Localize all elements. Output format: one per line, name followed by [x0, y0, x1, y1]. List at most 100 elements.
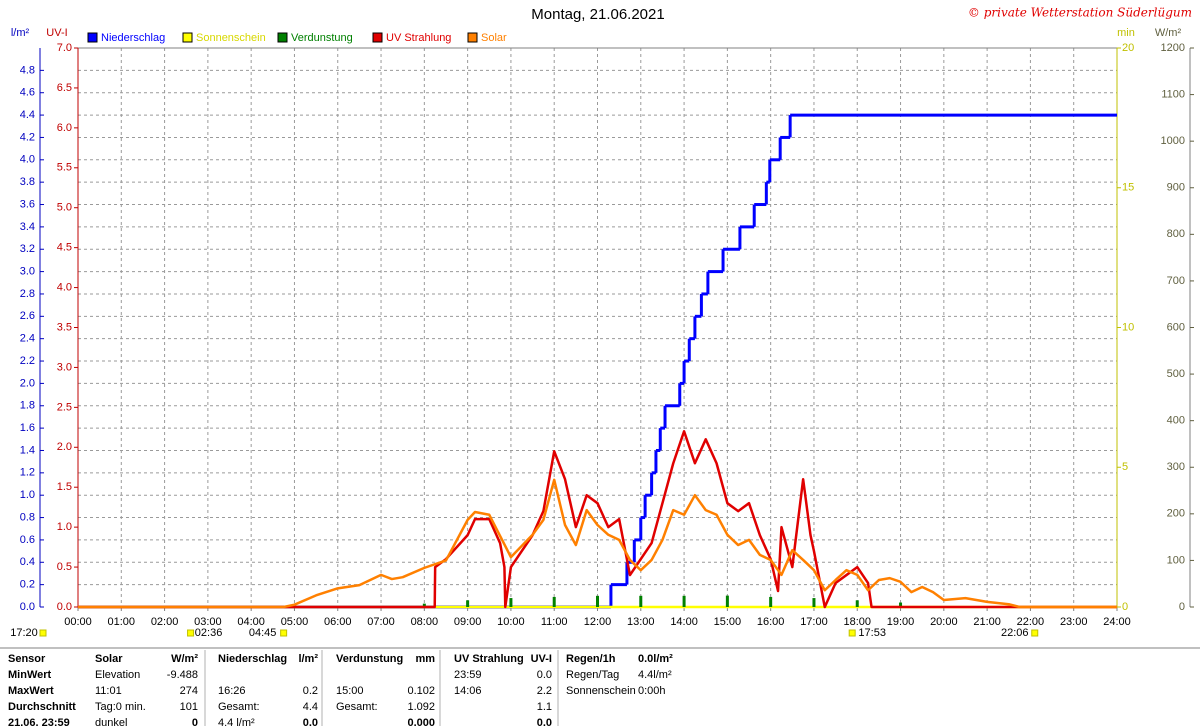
y-tick-label: 1.2	[20, 467, 35, 479]
table-header: UV Strahlung	[454, 653, 524, 665]
sun-marker	[39, 629, 47, 637]
legend-swatch	[182, 32, 193, 43]
y2-tick-label: 3.5	[57, 321, 72, 333]
series-line	[78, 478, 1117, 609]
y-tick-label: 1.8	[20, 400, 35, 412]
legend-swatch	[87, 32, 98, 43]
y-axis-label: l/m²	[11, 27, 30, 39]
x-tick-label: 21:00	[973, 616, 1001, 628]
table-cell: 0	[192, 717, 198, 726]
table-header: Sensor	[8, 653, 46, 665]
annotation: 04:45	[249, 627, 277, 639]
y4-tick-label: 100	[1167, 554, 1185, 566]
y2-tick-label: 0.0	[57, 601, 72, 613]
y3-tick-label: 0	[1122, 601, 1128, 613]
x-tick-label: 18:00	[843, 616, 871, 628]
legend-swatch	[372, 32, 383, 43]
legend-label: UV Strahlung	[386, 32, 451, 44]
table-cell: 23:59	[454, 669, 482, 681]
table-cell: 1.092	[407, 701, 435, 713]
y-tick-label: 0.2	[20, 579, 35, 591]
y-tick-label: 1.6	[20, 422, 35, 434]
table-cell: 0.2	[303, 685, 318, 697]
table-header: Niederschlag	[218, 653, 287, 665]
y4-tick-label: 200	[1167, 508, 1185, 520]
y4-tick-label: 400	[1167, 415, 1185, 427]
table-cell: 274	[180, 685, 198, 697]
y4-tick-label: 1200	[1161, 42, 1185, 54]
x-tick-label: 12:00	[584, 616, 612, 628]
y2-tick-label: 0.5	[57, 561, 72, 573]
x-tick-label: 09:00	[454, 616, 482, 628]
y-tick-label: 3.2	[20, 243, 35, 255]
y-tick-label: 2.8	[20, 288, 35, 300]
annotation: 17:20	[10, 627, 38, 639]
y2-axis-label: UV-I	[46, 27, 67, 39]
table-cell: Sonnenschein	[566, 685, 636, 697]
table-cell: MaxWert	[8, 685, 54, 697]
y-tick-label: 4.4	[20, 109, 35, 121]
y-tick-label: 4.8	[20, 64, 35, 76]
y-tick-label: 4.2	[20, 131, 35, 143]
y2-tick-label: 2.0	[57, 441, 72, 453]
x-tick-label: 08:00	[411, 616, 439, 628]
y-tick-label: 3.4	[20, 221, 35, 233]
y3-tick-label: 20	[1122, 42, 1134, 54]
table-cell: MinWert	[8, 669, 52, 681]
sun-marker	[1031, 629, 1039, 637]
y2-tick-label: 3.0	[57, 361, 72, 373]
table-cell: 14:06	[454, 685, 482, 697]
y-tick-label: 4.6	[20, 87, 35, 99]
y-tick-label: 1.4	[20, 444, 35, 456]
x-tick-label: 14:00	[670, 616, 698, 628]
y4-tick-label: 500	[1167, 368, 1185, 380]
x-tick-label: 19:00	[887, 616, 915, 628]
x-tick-label: 03:00	[194, 616, 222, 628]
sun-marker	[848, 629, 856, 637]
series-line	[78, 430, 1117, 609]
x-tick-label: 11:00	[541, 616, 568, 628]
x-tick-label: 17:00	[800, 616, 828, 628]
x-tick-label: 20:00	[930, 616, 958, 628]
table-cell: 15:00	[336, 685, 364, 697]
x-tick-label: 16:00	[757, 616, 785, 628]
annotation: 02:36	[195, 627, 223, 639]
table-cell: 0.0	[303, 717, 318, 726]
y4-tick-label: 300	[1167, 461, 1185, 473]
y2-tick-label: 4.0	[57, 281, 72, 293]
table-header: Verdunstung	[336, 653, 403, 665]
y-tick-label: 2.4	[20, 333, 35, 345]
table-cell: 4.4	[303, 701, 318, 713]
y4-tick-label: 900	[1167, 182, 1185, 194]
x-tick-label: 13:00	[627, 616, 655, 628]
x-tick-label: 00:00	[64, 616, 92, 628]
y-tick-label: 4.0	[20, 154, 35, 166]
x-tick-label: 22:00	[1017, 616, 1045, 628]
table-cell: Durchschnitt	[8, 701, 76, 713]
table-cell: 1.1	[537, 701, 552, 713]
y3-tick-label: 10	[1122, 321, 1134, 333]
y4-tick-label: 700	[1167, 275, 1185, 287]
legend-swatch	[467, 32, 478, 43]
y-tick-label: 2.2	[20, 355, 35, 367]
y-tick-label: 3.0	[20, 266, 35, 278]
table-cell: 0.102	[407, 685, 435, 697]
table-cell: 4.4 l/m²	[218, 717, 255, 726]
table-cell: 0.0	[537, 717, 552, 726]
y2-tick-label: 2.5	[57, 401, 72, 413]
x-tick-label: 06:00	[324, 616, 352, 628]
table-cell: 11:01	[95, 685, 122, 697]
annotation: 17:53	[858, 627, 886, 639]
table-cell: 0.000	[407, 717, 435, 726]
y2-tick-label: 6.0	[57, 122, 72, 134]
x-tick-label: 10:00	[497, 616, 525, 628]
y-tick-label: 0.6	[20, 534, 35, 546]
table-header: mm	[415, 653, 435, 665]
annotation: 22:06	[1001, 627, 1029, 639]
sun-marker	[187, 629, 195, 637]
sun-marker	[280, 629, 288, 637]
y2-tick-label: 7.0	[57, 42, 72, 54]
y-tick-label: 2.0	[20, 377, 35, 389]
y3-tick-label: 5	[1122, 461, 1128, 473]
